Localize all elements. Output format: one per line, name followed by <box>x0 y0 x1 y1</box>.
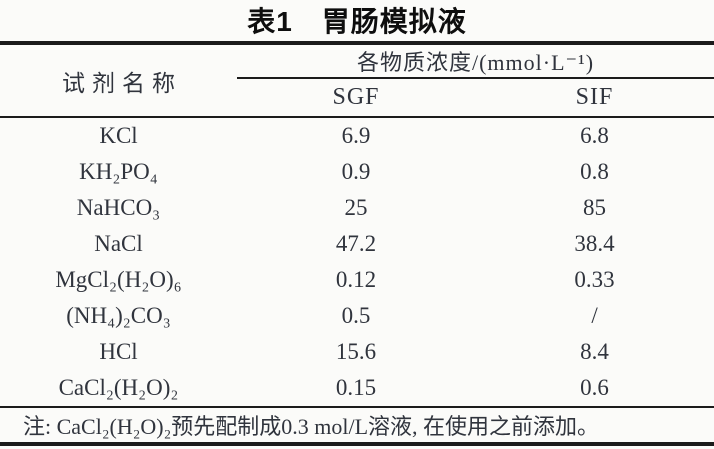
header-row-2: SGF SIF <box>0 78 714 117</box>
cell-sgf: 0.9 <box>341 159 371 184</box>
cell-sgf: 0.15 <box>335 375 377 400</box>
cell-sgf: 0.5 <box>341 303 371 328</box>
cell-reagent: HCl <box>99 339 138 364</box>
cell-sgf: 25 <box>344 195 368 220</box>
cell-reagent: KH₂PO₄ <box>79 159 158 184</box>
simulated-fluid-table: 试剂名称 各物质浓度/(mmol·L⁻¹) SGF SIF KCl 6.9 6.… <box>0 41 714 446</box>
cell-sif: 6.8 <box>475 116 714 154</box>
cell-sif: / <box>591 303 598 328</box>
cell-sif: 8.4 <box>580 339 609 364</box>
cell-reagent: (NH₄)₂CO₃ <box>66 303 171 328</box>
cell-sif: 85 <box>583 195 606 220</box>
page-title: 表1 胃肠模拟液 <box>247 6 467 37</box>
cell-reagent: NaHCO₃ <box>76 195 161 220</box>
cell-reagent: MgCl₂(H₂O)₆ <box>55 267 182 292</box>
column-header-reagent: 试剂名称 <box>62 70 182 96</box>
column-header-sif: SIF <box>575 84 614 110</box>
table-row: NaHCO₃ 25 85 <box>0 190 714 226</box>
cell-reagent: CaCl₂(H₂O)₂ <box>58 375 179 400</box>
column-header-concentration: 各物质浓度/(mmol·L⁻¹) <box>237 43 714 79</box>
cell-sif: 0.33 <box>574 267 615 292</box>
table-row: (NH₄)₂CO₃ 0.5 / <box>0 298 714 334</box>
cell-sif: 38.4 <box>574 231 615 256</box>
table-row: KH₂PO₄ 0.9 0.8 <box>0 154 714 190</box>
cell-reagent: KCl <box>0 116 237 154</box>
header-row-1: 试剂名称 各物质浓度/(mmol·L⁻¹) <box>0 43 714 96</box>
table-row: KCl 6.9 6.8 <box>0 116 714 154</box>
table-row: NaCl 47.2 38.4 <box>0 226 714 262</box>
table-note: 注: CaCl₂(H₂O)₂预先配制成0.3 mol/L溶液, 在使用之前添加。 <box>0 406 714 444</box>
cell-sgf: 47.2 <box>335 231 377 256</box>
cell-reagent: NaCl <box>94 231 143 256</box>
note-row: 注: CaCl₂(H₂O)₂预先配制成0.3 mol/L溶液, 在使用之前添加。 <box>0 406 714 444</box>
cell-sgf: 6.9 <box>237 116 475 154</box>
cell-sgf: 15.6 <box>335 339 377 364</box>
table-row: HCl 15.6 8.4 <box>0 334 714 370</box>
column-header-sgf: SGF <box>332 84 380 110</box>
cell-sgf: 0.12 <box>335 267 377 292</box>
table-row: CaCl₂(H₂O)₂ 0.15 0.6 <box>0 370 714 407</box>
cell-sif: 0.6 <box>580 375 609 400</box>
cell-sif: 0.8 <box>580 159 609 184</box>
table-row: MgCl₂(H₂O)₆ 0.12 0.33 <box>0 262 714 298</box>
